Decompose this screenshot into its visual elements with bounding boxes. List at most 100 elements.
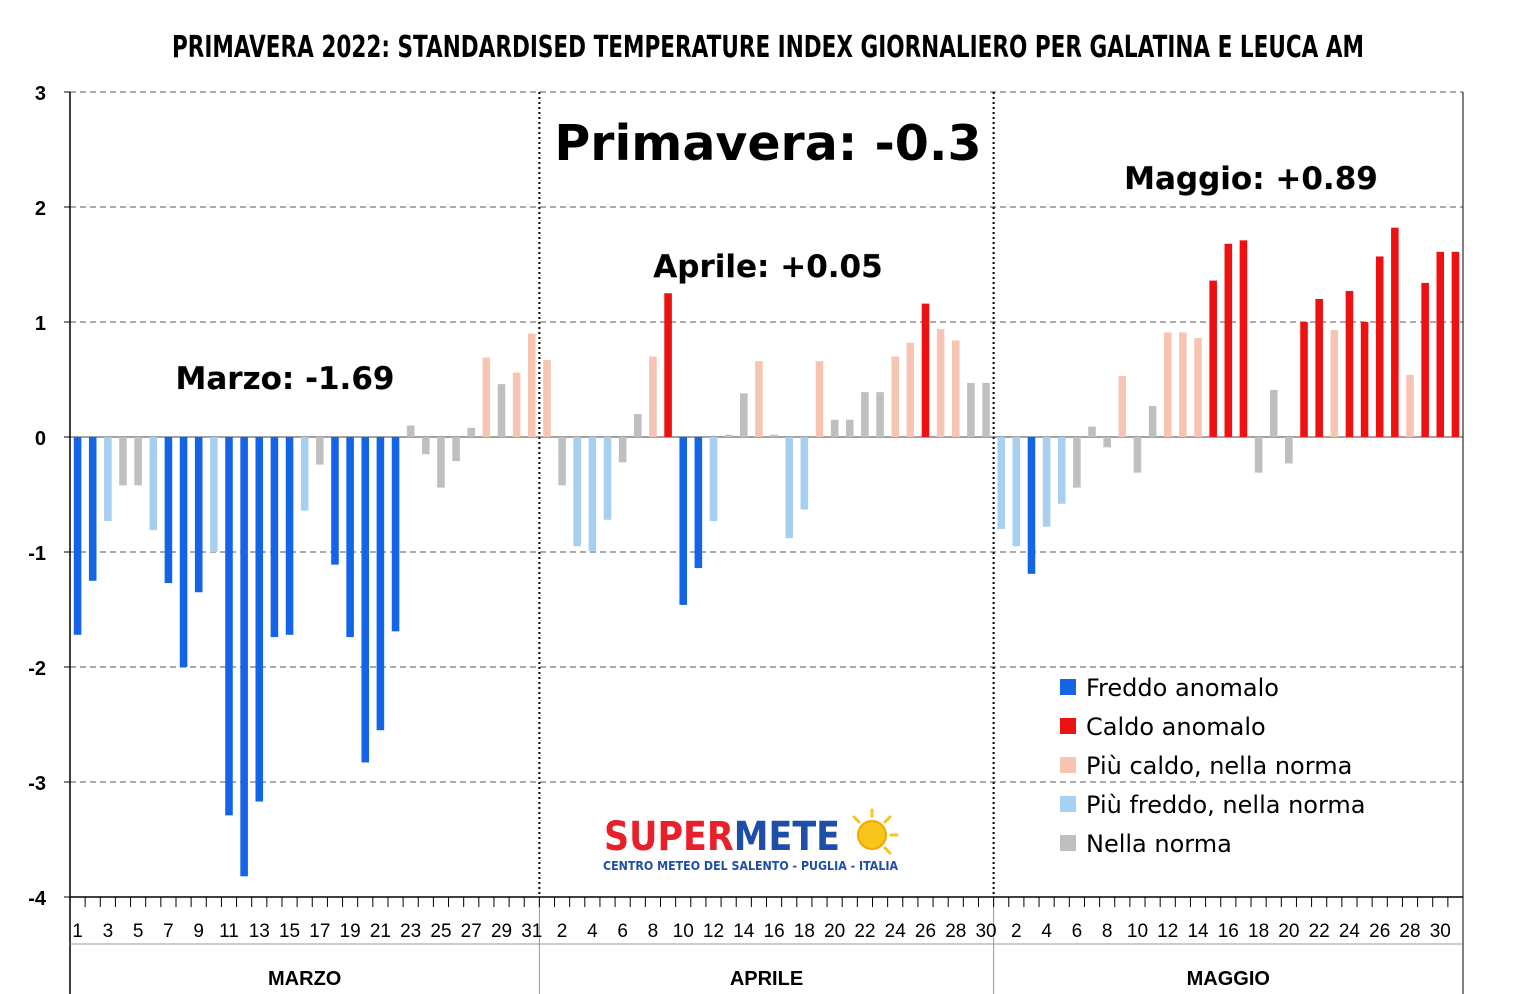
bar (1042, 437, 1051, 527)
y-tick-label: -1 (28, 543, 46, 565)
bar (1406, 374, 1414, 437)
bar (1451, 251, 1460, 437)
bar (664, 293, 672, 437)
x-tick-label: 5 (133, 921, 144, 942)
bar (1027, 437, 1036, 574)
bar (164, 437, 173, 584)
legend-swatch (1060, 796, 1076, 812)
legend-label: Freddo anomalo (1086, 674, 1279, 702)
x-tick-label: 16 (1218, 921, 1239, 942)
x-tick-label: 27 (461, 921, 482, 942)
bar (573, 437, 582, 547)
bar (482, 357, 491, 437)
bar (1103, 437, 1111, 448)
bar (528, 333, 536, 437)
x-tick-label: 29 (491, 921, 512, 942)
bar (1148, 405, 1157, 437)
bar (588, 437, 597, 551)
bar (1179, 332, 1187, 437)
x-tick-label: 7 (163, 921, 174, 942)
bar (285, 437, 294, 635)
logo-brand: SUPERMETE (604, 814, 840, 860)
x-tick-label: 26 (915, 921, 936, 942)
bar (497, 384, 506, 437)
x-tick-label: 18 (794, 921, 815, 942)
x-tick-label: 12 (1157, 921, 1178, 942)
x-tick-label: 8 (648, 921, 659, 942)
bar (1421, 282, 1429, 437)
legend-label: Più caldo, nella norma (1086, 752, 1352, 780)
legend: Freddo anomalo Caldo anomalo Più caldo, ne… (1060, 674, 1366, 858)
bar (512, 372, 521, 437)
bar (830, 419, 839, 437)
x-tick-label: 4 (1041, 921, 1052, 942)
bar (255, 437, 264, 802)
x-tick-label: 14 (1187, 921, 1209, 942)
month-label: APRILE (730, 968, 803, 990)
x-tick-label: 11 (219, 921, 239, 942)
x-tick-label: 6 (617, 921, 628, 942)
chart-title: PRIMAVERA 2022: STANDARDISED TEMPERATURE… (172, 30, 1364, 65)
y-tick-label: -2 (28, 658, 46, 680)
bar (88, 437, 97, 581)
bar (270, 437, 279, 638)
bar (1391, 227, 1399, 437)
legend-swatch (1060, 679, 1076, 695)
y-tick-label: -4 (28, 888, 47, 910)
bar (391, 437, 400, 632)
bar (1118, 376, 1127, 437)
bar (740, 393, 748, 437)
legend-swatch (1060, 835, 1076, 851)
annotation-aprile: Aprile: +0.05 (653, 249, 882, 285)
x-tick-label: 10 (1127, 921, 1148, 942)
x-tick-label: 30 (1430, 921, 1451, 942)
y-tick-label: 2 (35, 198, 46, 220)
bar (649, 356, 657, 437)
x-tick-label: 28 (945, 921, 966, 942)
legend-swatch (1060, 757, 1076, 773)
bar (1088, 426, 1096, 437)
legend-label: Più freddo, nella norma (1086, 791, 1366, 819)
x-tick-label: 17 (309, 921, 330, 942)
bar (800, 437, 809, 510)
bar (618, 437, 627, 463)
x-tick-label: 2 (557, 921, 568, 942)
x-tick-label: 1 (72, 921, 83, 942)
x-tick-label: 21 (370, 921, 391, 942)
season-annotation: Primavera: -0.3 (554, 115, 981, 172)
bar (104, 437, 112, 521)
x-tick-label: 14 (733, 921, 755, 942)
x-tick-label: 24 (885, 921, 907, 942)
bar (1285, 437, 1293, 464)
bar (73, 437, 82, 635)
bar (1330, 330, 1339, 437)
bar (1163, 332, 1172, 437)
bar (845, 419, 854, 437)
bar (1315, 299, 1323, 437)
x-tick-label: 6 (1072, 921, 1083, 942)
bar (467, 427, 476, 437)
bar (861, 392, 869, 437)
bar (1345, 290, 1354, 437)
bar (1194, 338, 1202, 437)
bar (149, 437, 158, 531)
bar (558, 437, 566, 486)
x-tick-label: 8 (1102, 921, 1113, 942)
y-tick-label: 3 (35, 83, 46, 105)
bar (967, 382, 975, 437)
x-tick-label: 30 (975, 921, 996, 942)
y-tick-label: -3 (28, 773, 46, 795)
bar (634, 414, 642, 437)
axis-layer (64, 91, 1464, 994)
bar (1224, 243, 1233, 437)
bar (119, 437, 127, 486)
bar (543, 359, 551, 437)
x-tick-label: 22 (1309, 921, 1330, 942)
bar (437, 437, 445, 488)
x-tick-label: 26 (1369, 921, 1390, 942)
bar (376, 437, 385, 731)
bar (210, 437, 218, 552)
bar (194, 437, 203, 593)
